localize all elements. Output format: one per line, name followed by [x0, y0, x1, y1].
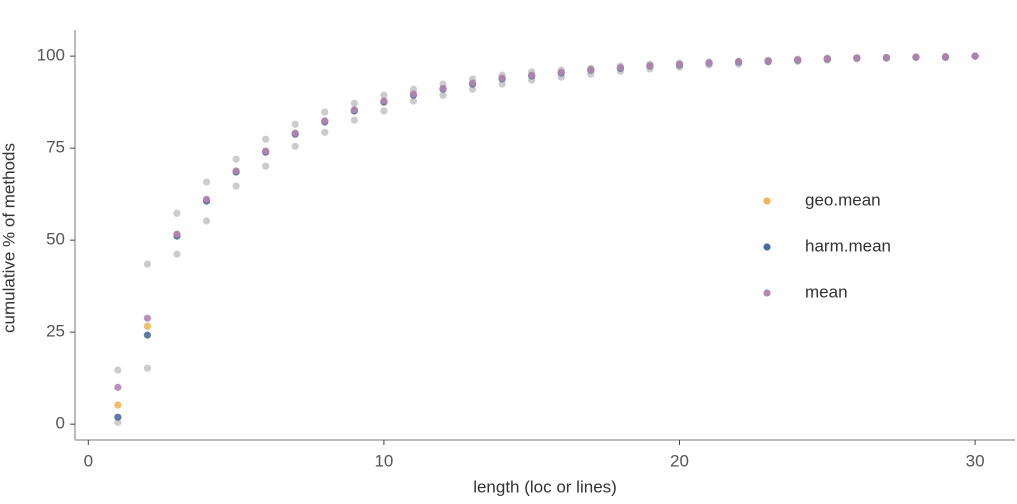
- x-tick-label: 10: [374, 451, 393, 470]
- data-point: [380, 97, 388, 105]
- data-point: [173, 230, 181, 238]
- data-point: [498, 80, 506, 88]
- data-point: [321, 108, 329, 116]
- data-point: [675, 60, 684, 68]
- x-tick-label: 20: [670, 451, 689, 470]
- data-point: [143, 322, 152, 330]
- y-tick-label: 0: [56, 414, 65, 433]
- data-point: [409, 97, 418, 105]
- y-axis-title: cumulative % of methods: [0, 143, 18, 333]
- data-point: [202, 178, 211, 186]
- data-point: [291, 129, 299, 137]
- data-point: [262, 162, 270, 170]
- data-point: [616, 63, 624, 72]
- data-point: [380, 91, 388, 99]
- data-point: [350, 106, 358, 114]
- data-point: [202, 217, 211, 225]
- data-point: [439, 84, 447, 93]
- data-point: [498, 74, 506, 82]
- x-tick-label: 0: [84, 451, 93, 470]
- data-point: [439, 91, 447, 99]
- y-tick-label: 75: [46, 138, 65, 157]
- data-point: [143, 260, 152, 268]
- data-point: [853, 54, 861, 62]
- y-tick-label: 100: [37, 46, 65, 65]
- legend-label: geo.mean: [805, 190, 881, 209]
- data-point: [114, 366, 122, 374]
- data-point: [291, 120, 299, 128]
- data-point: [173, 209, 181, 217]
- legend-label: mean: [805, 282, 848, 301]
- data-point: [409, 90, 418, 98]
- data-point: [291, 142, 299, 150]
- data-point: [941, 53, 950, 61]
- data-point: [735, 58, 743, 66]
- legend-label: harm.mean: [805, 236, 891, 255]
- data-point: [350, 99, 358, 107]
- data-point: [202, 195, 211, 203]
- y-tick-label: 25: [46, 322, 65, 341]
- data-point: [380, 107, 388, 115]
- data-point: [143, 364, 152, 372]
- data-point: [321, 117, 329, 125]
- data-point: [262, 147, 270, 155]
- x-tick-label: 30: [966, 451, 985, 470]
- data-point: [557, 68, 565, 76]
- data-point: [794, 56, 802, 64]
- data-point: [528, 71, 536, 79]
- data-point: [232, 182, 240, 190]
- data-point: [232, 167, 240, 175]
- data-point: [350, 116, 358, 124]
- legend-marker: [763, 289, 771, 297]
- data-point: [143, 331, 152, 339]
- data-point: [262, 135, 270, 143]
- data-point: [468, 79, 477, 87]
- data-point: [321, 128, 329, 136]
- data-point: [705, 59, 713, 67]
- data-point: [114, 383, 122, 391]
- y-tick-label: 50: [46, 230, 65, 249]
- data-point: [232, 155, 240, 163]
- legend-marker: [763, 197, 771, 205]
- data-point: [173, 250, 181, 258]
- data-point: [468, 85, 477, 93]
- data-point: [646, 62, 654, 70]
- data-point: [114, 401, 122, 409]
- data-point: [912, 53, 920, 61]
- data-point: [971, 52, 979, 60]
- data-point: [114, 413, 122, 421]
- legend-marker: [763, 243, 771, 251]
- data-point: [114, 418, 122, 426]
- data-point: [764, 57, 772, 65]
- data-point: [882, 54, 891, 62]
- data-point: [823, 55, 831, 63]
- data-point: [587, 66, 595, 74]
- data-point: [143, 314, 152, 322]
- x-axis-title: length (loc or lines): [473, 477, 617, 496]
